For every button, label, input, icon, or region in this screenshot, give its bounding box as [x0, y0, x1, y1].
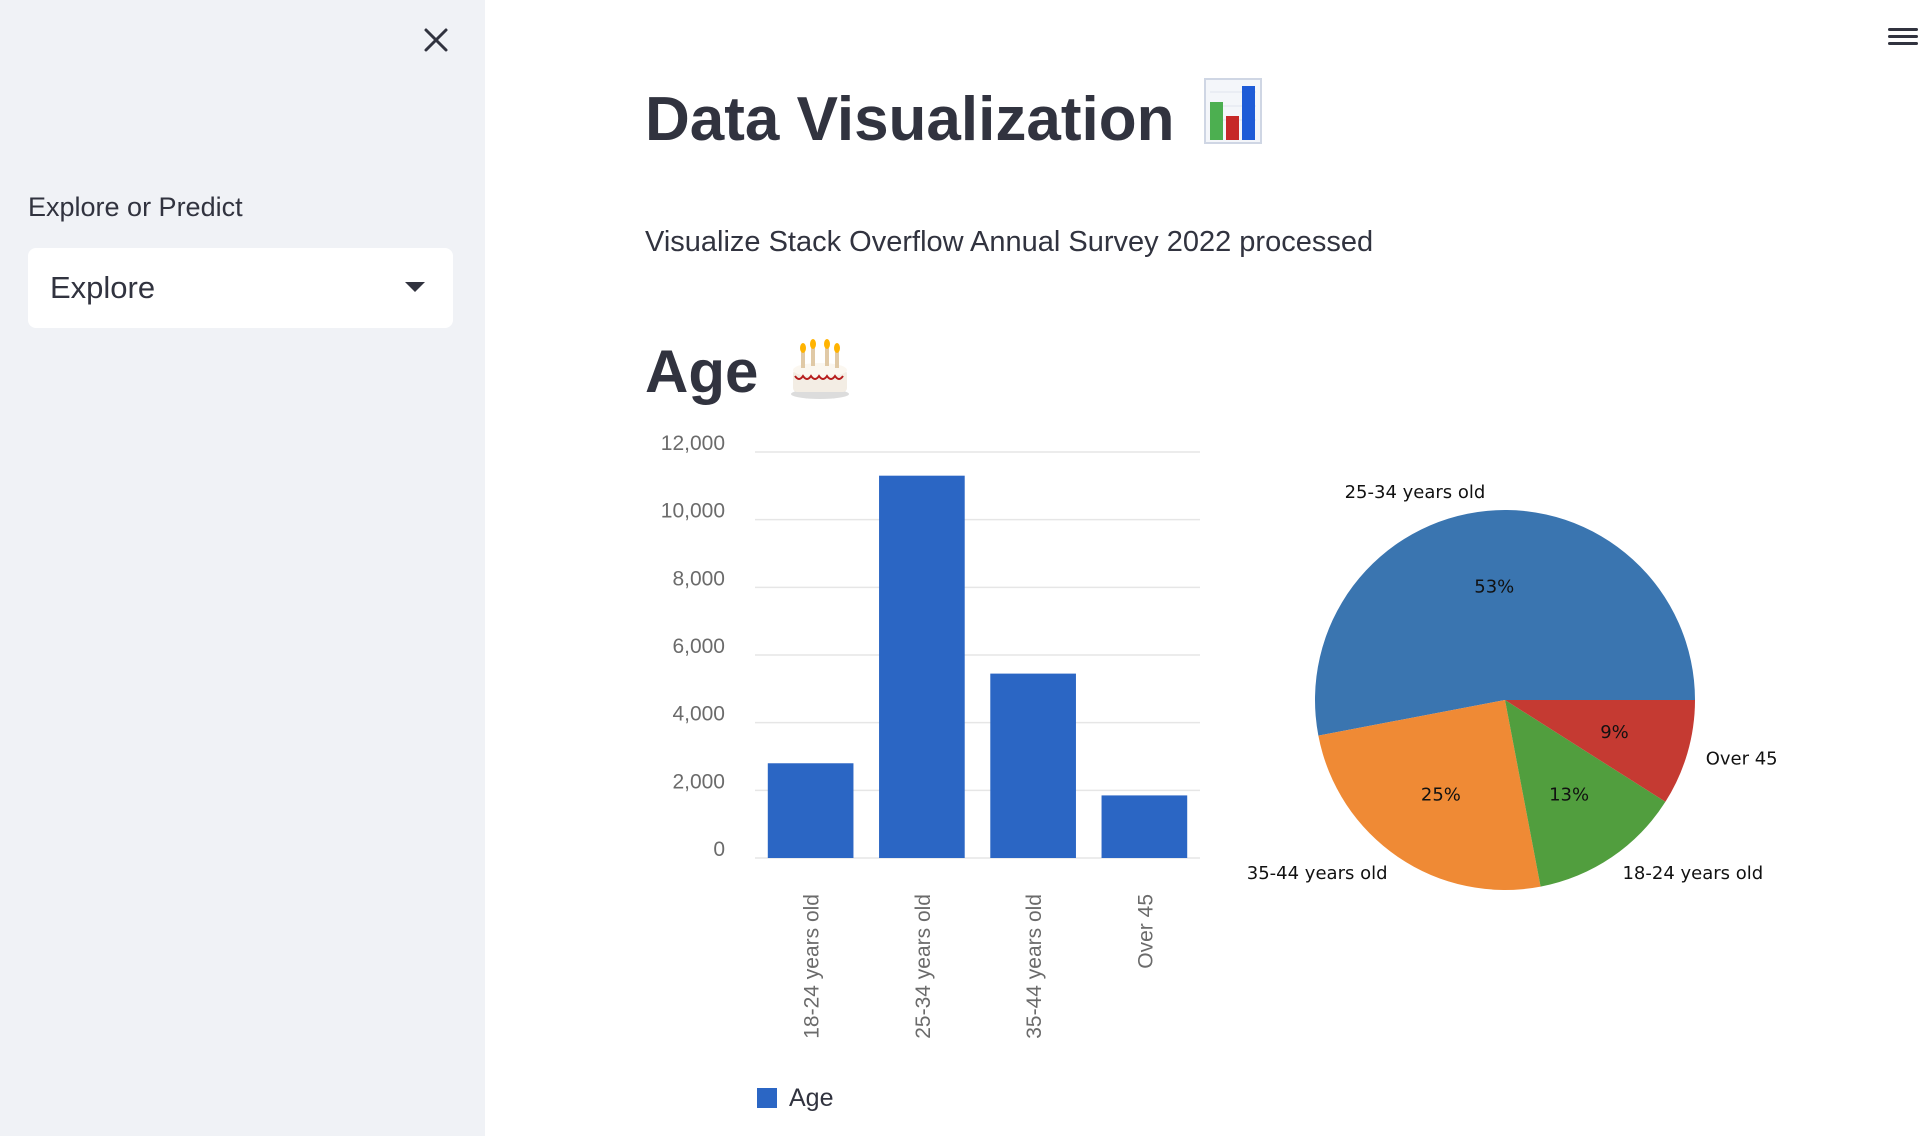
pie-slice-over-45 [1505, 700, 1695, 802]
pie-slice-25-34-years-old [1315, 509, 1695, 736]
select-value: Explore [50, 270, 156, 305]
x-tick-label: Over 45 [1134, 894, 1157, 969]
pie-category-label: 18-24 years old [1622, 863, 1763, 884]
pie-pct-label: 53% [1474, 577, 1514, 598]
birthday-cake-emoji-icon [789, 336, 851, 414]
x-tick-label: 25-34 years old [912, 894, 935, 1039]
y-tick-label: 2,000 [672, 770, 725, 793]
pie-category-label: Over 45 [1706, 748, 1778, 769]
y-tick-label: 10,000 [661, 500, 725, 523]
bar-35-44-years-old [990, 673, 1076, 858]
x-tick-label: 18-24 years old [801, 894, 824, 1039]
y-tick-label: 0 [713, 838, 725, 861]
select-label: Explore or Predict [28, 192, 243, 222]
bar-25-34-years-old [879, 475, 965, 858]
close-icon [424, 28, 448, 52]
pie-slice-18-24-years-old [1505, 700, 1666, 887]
chevron-down-icon [405, 282, 425, 292]
section-title-age: Age [645, 336, 851, 414]
legend-swatch [757, 1088, 777, 1108]
main-menu-button[interactable] [1886, 24, 1920, 52]
y-tick-label: 4,000 [672, 703, 725, 726]
page-title-text: Data Visualization [645, 85, 1175, 154]
x-tick-label: 35-44 years old [1023, 894, 1046, 1039]
y-tick-label: 12,000 [661, 432, 725, 455]
close-sidebar-button[interactable] [418, 22, 454, 58]
pie-pct-label: 9% [1600, 722, 1629, 743]
legend-label: Age [789, 1084, 833, 1112]
page-title: Data Visualization [645, 78, 1262, 159]
pie-slice-35-44-years-old [1318, 700, 1541, 890]
pie-category-label: 35-44 years old [1247, 863, 1388, 884]
explore-predict-select[interactable]: Explore [28, 248, 453, 328]
pie-pct-label: 25% [1421, 784, 1461, 805]
age-bar-chart: 0 2,000 4,000 6,000 8,000 10,000 12,000 18-24 … [661, 432, 1200, 1112]
pie-pct-label: 13% [1549, 784, 1589, 805]
hamburger-menu-icon [1888, 28, 1918, 31]
page-subtitle: Visualize Stack Overflow Annual Survey 2… [645, 226, 1374, 258]
bar-chart-emoji-icon [1203, 78, 1262, 159]
y-tick-label: 8,000 [672, 567, 725, 590]
bar-18-24-years-old [767, 763, 854, 858]
sidebar: Explore or Predict Explore [0, 0, 485, 1136]
section-title-text: Age [645, 338, 759, 405]
y-tick-label: 6,000 [672, 635, 725, 658]
bar-over-45 [1101, 795, 1188, 858]
age-pie-chart: 53% 25-34 years old 25% 35-44 years old 13% 1… [1247, 482, 1778, 890]
pie-category-label: 25-34 years old [1345, 482, 1486, 503]
